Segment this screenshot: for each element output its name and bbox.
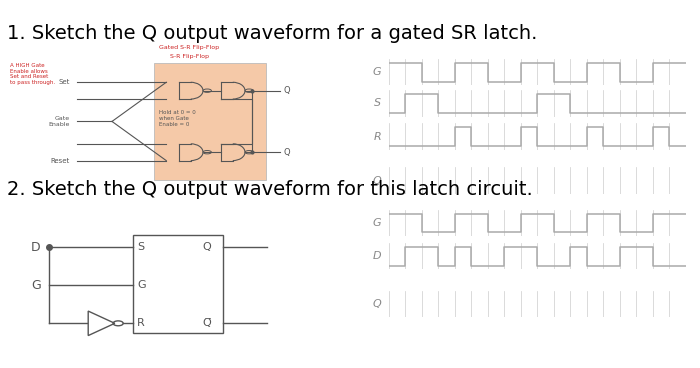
- Text: S: S: [374, 98, 381, 109]
- Text: 2. Sketch the Q output waveform for this latch circuit.: 2. Sketch the Q output waveform for this…: [7, 180, 533, 199]
- Text: Reset: Reset: [50, 158, 70, 164]
- Text: R: R: [137, 318, 145, 328]
- Text: D: D: [372, 251, 381, 261]
- Text: Q̅: Q̅: [203, 318, 211, 328]
- Text: 1. Sketch the Q output waveform for a gated SR latch.: 1. Sketch the Q output waveform for a ga…: [7, 24, 538, 43]
- Text: D: D: [31, 241, 41, 254]
- Text: Q: Q: [284, 86, 290, 95]
- Text: S-R Flip-Flop: S-R Flip-Flop: [169, 53, 209, 59]
- Text: Gated S-R Flip-Flop: Gated S-R Flip-Flop: [159, 45, 219, 50]
- Text: G: G: [372, 218, 381, 228]
- Text: Q: Q: [284, 148, 290, 157]
- Text: S: S: [137, 242, 144, 252]
- Text: Q: Q: [372, 299, 381, 309]
- Text: G: G: [31, 279, 41, 292]
- Polygon shape: [88, 311, 115, 336]
- Text: Q: Q: [203, 242, 211, 252]
- Text: Gate
Enable: Gate Enable: [48, 116, 70, 127]
- Text: Q: Q: [372, 176, 381, 186]
- Text: G: G: [137, 280, 146, 290]
- FancyBboxPatch shape: [154, 63, 266, 180]
- Text: A HIGH Gate
Enable allows
Set and Reset
to pass through.: A HIGH Gate Enable allows Set and Reset …: [10, 63, 55, 85]
- Text: R: R: [373, 131, 381, 142]
- Text: G: G: [372, 67, 381, 77]
- Text: Hold at 0 = 0
when Gate
Enable = 0: Hold at 0 = 0 when Gate Enable = 0: [160, 110, 196, 127]
- Text: Set: Set: [59, 79, 70, 85]
- FancyBboxPatch shape: [133, 235, 223, 333]
